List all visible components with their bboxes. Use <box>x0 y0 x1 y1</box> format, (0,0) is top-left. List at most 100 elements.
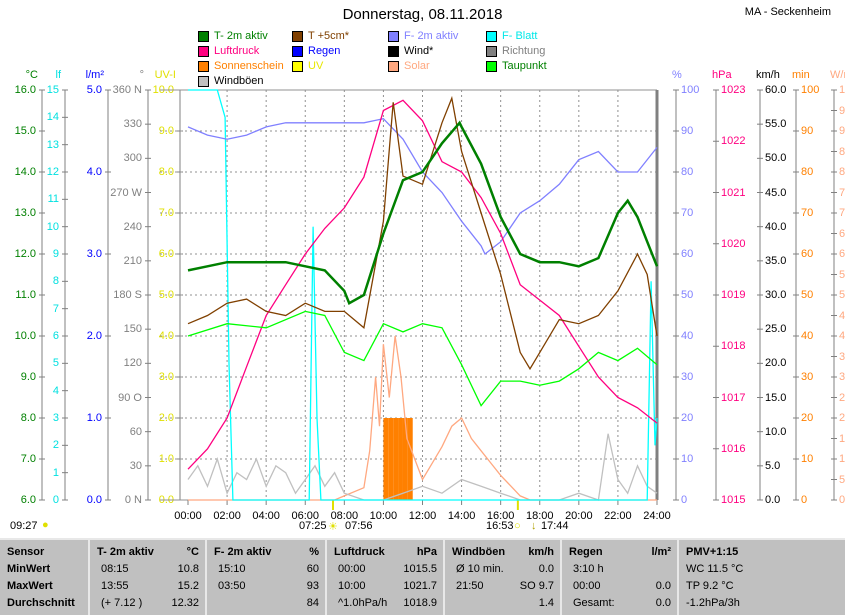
sunshine-bar <box>402 418 408 500</box>
table-cell-label: 3:10 h <box>573 563 604 575</box>
table-cell-value: 1018.9 <box>403 597 437 609</box>
axis-tick-label: 20 <box>801 412 814 424</box>
sun-icon: ☀ <box>328 521 338 533</box>
legend-item: Richtung <box>486 45 545 57</box>
axis-tick-label: 330 <box>123 118 142 131</box>
legend-swatch <box>292 45 303 57</box>
axis-tick-label: 1015 <box>721 494 746 506</box>
legend-label: Taupunkt <box>502 60 547 72</box>
sunshine-bar <box>383 418 389 500</box>
axis-tick-label: 450 <box>839 309 845 322</box>
legend-item: Sonnenschein <box>198 60 284 72</box>
axis-tick-label: 70 <box>681 207 694 219</box>
axis-tick-label: 80 <box>801 166 814 178</box>
legend-label: F- 2m aktiv <box>404 30 459 42</box>
table-cell-value: 93 <box>306 580 319 592</box>
axis-tick-label: 30.0 <box>765 289 787 301</box>
table-cell-label: 10:00 <box>338 580 366 592</box>
axis-tick-label: 1017 <box>721 391 746 404</box>
axis-tick-label: 0 <box>52 494 59 506</box>
axis-tick-label: 270 W <box>110 186 142 199</box>
table-cell-label: TP 9.2 °C <box>686 580 734 592</box>
legend-swatch <box>388 60 399 72</box>
legend-item: F- Blatt <box>486 30 537 42</box>
axis-tick-label: 1000 <box>839 84 845 96</box>
table-cell-label: -1.2hPa/3h <box>686 597 740 609</box>
axis-tick-label: 50.0 <box>765 152 787 165</box>
summary-table: SensorMinWertMaxWertDurchschnitt08.11. 2… <box>0 538 845 615</box>
sunrise-time-2: 07:56 <box>345 520 373 532</box>
legend-swatch <box>198 60 209 72</box>
axis-tick-label: 7 <box>52 302 59 315</box>
legend-label: Sonnenschein <box>214 60 284 72</box>
legend-swatch <box>292 60 303 72</box>
x-tick-label: 06:00 <box>291 510 320 522</box>
axis-tick-label: 30 <box>681 371 694 383</box>
axis-tick-label: 1.0 <box>86 412 102 424</box>
axis-tick-label: 11 <box>47 193 59 206</box>
legend-label: Wind* <box>404 45 434 57</box>
sunset-time: 16:53 <box>486 520 514 532</box>
table-cell-label: (+ 7.12 ) <box>101 597 143 609</box>
x-tick-label: 18:00 <box>525 510 554 522</box>
x-tick-label: 00:00 <box>174 510 202 522</box>
axis-unit-label: W/m² <box>830 69 845 81</box>
axis-tick-label: 7.0 <box>20 453 36 465</box>
table-cell-value: 1.4 <box>538 597 554 609</box>
axis-tick-label: 800 <box>839 166 845 178</box>
table-cell-value: 84 <box>306 597 319 609</box>
axis-tick-label: 360 N <box>112 84 142 96</box>
sunset-arrow-icon: ↓ <box>531 520 537 532</box>
sunshine-bar <box>388 418 394 500</box>
column-unit: % <box>309 546 319 558</box>
legend-label: T +5cm* <box>308 30 350 42</box>
axis-tick-label: 5.0 <box>765 459 781 472</box>
sunset-time-2: 17:44 <box>541 520 569 532</box>
axis-tick-label: 10 <box>801 453 814 465</box>
axis-tick-label: 12.0 <box>14 248 36 260</box>
axis-tick-label: 50 <box>839 473 845 486</box>
axis-tick-label: 100 <box>681 84 700 96</box>
axis-tick-label: 0 <box>801 494 808 506</box>
axis-tick-label: 4 <box>52 384 59 397</box>
moonrise-time: 09:27 <box>10 520 38 532</box>
axis-tick-label: 1018 <box>721 340 746 353</box>
legend-item: UV <box>292 60 323 72</box>
axis-tick-label: 20 <box>681 412 694 424</box>
legend-item: Taupunkt <box>486 60 547 72</box>
axis-tick-label: 25.0 <box>765 323 787 336</box>
x-tick-label: 16:00 <box>486 510 515 522</box>
column-header: T- 2m aktiv <box>97 546 154 558</box>
legend-swatch <box>486 30 497 42</box>
axis-tick-label: 120 <box>123 357 142 370</box>
axis-tick-label: 0 <box>681 494 688 506</box>
axis-tick-label: 0 <box>839 494 845 506</box>
legend-label: F- Blatt <box>502 30 538 42</box>
axis-tick-label: 90 <box>801 125 814 137</box>
plot-area <box>39 89 837 510</box>
legend-swatch <box>198 45 209 57</box>
axis-tick-label: 10.0 <box>14 330 36 342</box>
axis-tick-label: 150 <box>123 323 142 336</box>
station-name: MA - Seckenheim <box>744 6 831 18</box>
axis-tick-label: 1023 <box>721 84 746 96</box>
table-cell-label: Ø 10 min. <box>456 563 504 575</box>
axis-tick-label: 1019 <box>721 289 746 301</box>
column-header: Luftdruck <box>334 546 385 558</box>
axis-tick-label: 15.0 <box>14 125 36 137</box>
axis-tick-label: 300 <box>123 152 142 165</box>
axis-tick-label: 400 <box>839 330 845 342</box>
table-cell-label: 13:55 <box>101 580 129 592</box>
legend-swatch <box>486 60 497 72</box>
column-unit: °C <box>186 546 199 558</box>
axis-tick-label: 55.0 <box>765 118 787 131</box>
table-cell-value: 1015.5 <box>403 563 437 575</box>
legend-label: Windböen <box>214 75 264 87</box>
legend-swatch <box>388 45 399 57</box>
axis-tick-label: 10 <box>46 220 59 233</box>
axis-tick-label: 4.0 <box>86 166 102 178</box>
axis-unit-label: UV-I <box>154 69 176 81</box>
axis-tick-label: 550 <box>839 268 845 281</box>
table-cell-label: WC 11.5 °C <box>686 563 744 575</box>
